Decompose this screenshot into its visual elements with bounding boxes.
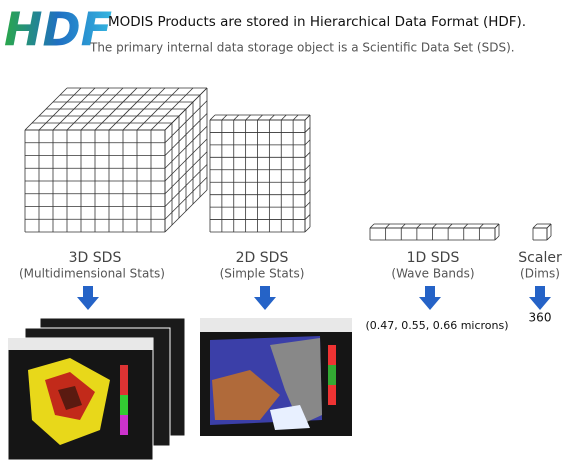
note: 360 [529,311,552,325]
grid-line [304,152,311,158]
grid-line [369,223,375,229]
arrow [529,286,551,310]
grid-line [494,235,500,241]
arrow [419,286,441,310]
sublabel: (Multidimensional Stats) [19,267,165,281]
grid-line [479,223,484,229]
arrow [77,286,99,310]
arrows [77,286,551,310]
image-blob [212,370,280,420]
grid-line [546,223,552,229]
image-stack [7,317,186,461]
grid-line [416,223,422,229]
grid-line [447,223,453,229]
image-colorbar [328,365,336,385]
grid-line [494,223,500,229]
grid-line [304,176,311,183]
grid-line [304,127,311,133]
grid-line [432,223,437,229]
sublabel: (Simple Stats) [220,267,305,281]
grid-line [304,226,311,233]
title: MODIS Products are stored in Hierarchica… [108,14,526,30]
grid-line [245,114,251,121]
grid-line [304,214,311,220]
grid-line [400,223,406,229]
image-colorbar [120,415,128,435]
grid-line [546,235,552,241]
subtitle: The primary internal data storage object… [89,41,515,55]
logo: HDF [4,3,112,57]
label: 2D SDS [236,250,289,266]
grid-line [209,114,216,121]
grid-line [304,189,311,195]
image-colorbar [120,395,128,415]
image-blob [270,338,322,425]
grid-line [463,223,469,229]
image-2d [200,318,352,436]
grid-line [233,114,240,121]
grid-line [269,114,275,121]
grid-line [221,114,228,121]
grid-line [304,201,311,208]
label: 1D SDS [407,250,460,266]
grid-line [304,114,311,121]
grid-line [292,114,299,121]
sublabel: (Dims) [520,267,560,281]
image-titlebar [8,338,153,350]
grids [24,87,552,241]
image-titlebar [200,318,352,332]
grid-line [532,223,538,229]
label: 3D SDS [69,250,122,266]
note: (0.47, 0.55, 0.66 microns) [365,319,508,332]
label: Scaler [518,250,562,266]
grid-line [257,114,263,121]
arrow [254,286,276,310]
sublabel: (Wave Bands) [391,267,474,281]
grid-line [385,223,390,229]
grid-line [304,164,311,171]
grid-line [304,139,311,146]
image-blob [270,405,310,430]
grid-line [280,114,287,121]
image-blob [58,386,82,410]
